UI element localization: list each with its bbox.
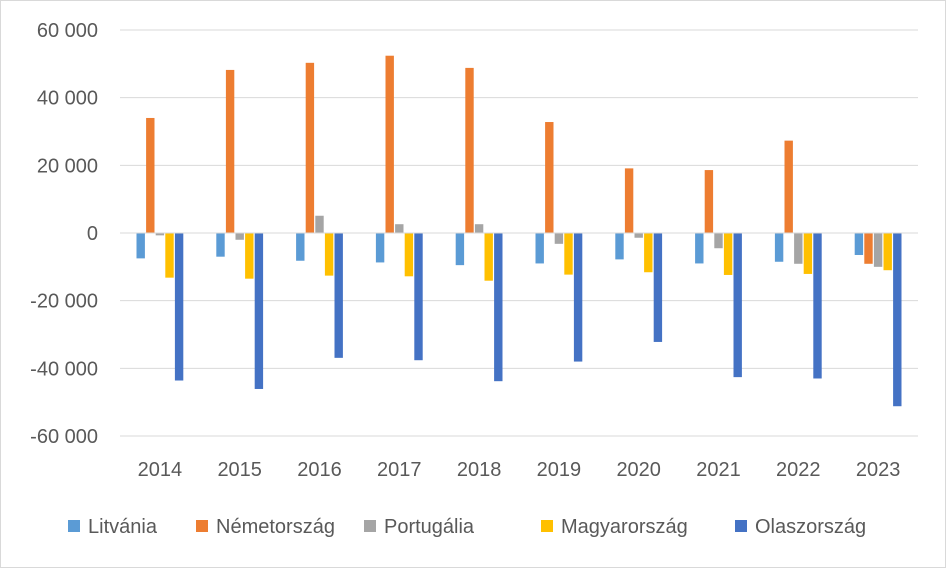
bar-magyarország-2018	[484, 233, 493, 281]
bar-németország-2017	[385, 55, 394, 233]
legend-swatch	[364, 520, 376, 532]
bar-litvánia-2020	[615, 233, 624, 260]
y-tick-label: -20 000	[30, 291, 98, 313]
bar-magyarország-2016	[324, 233, 334, 276]
bars	[136, 55, 902, 407]
bar-litvánia-2016	[296, 233, 305, 261]
bar-portugália-2020	[634, 233, 643, 238]
x-tick-label: 2023	[856, 459, 901, 481]
bar-olaszország-2023	[893, 233, 902, 407]
bar-magyarország-2015	[245, 233, 254, 279]
bar-litvánia-2022	[774, 233, 784, 262]
y-tick-label: 40 000	[37, 88, 98, 110]
bar-olaszország-2021	[733, 233, 742, 378]
y-tick-label: 20 000	[37, 155, 98, 177]
x-tick-label: 2015	[217, 459, 262, 481]
legend-swatch	[196, 520, 208, 532]
x-tick-label: 2017	[377, 459, 422, 481]
legend-label: Németország	[216, 516, 335, 538]
x-tick-label: 2020	[616, 459, 661, 481]
legend-label: Litvánia	[88, 516, 158, 538]
bar-litvánia-2021	[695, 233, 704, 264]
bar-portugália-2018	[474, 224, 484, 233]
legend-label: Olaszország	[755, 516, 866, 538]
y-tick-label: 0	[87, 223, 98, 245]
bar-olaszország-2016	[334, 233, 343, 358]
y-tick-label: 60 000	[37, 20, 98, 42]
legend-swatch	[541, 520, 553, 532]
x-axis-tick-labels: 2014 2015 2016 2017 2018 2019 2020 2021 2022 2023	[138, 459, 901, 481]
bar-litvánia-2018	[455, 233, 465, 266]
y-tick-label: -40 000	[30, 358, 98, 380]
bar-magyarország-2022	[803, 233, 813, 274]
bar-litvánia-2015	[216, 233, 225, 257]
legend-label: Portugália	[384, 516, 475, 538]
bar-magyarország-2023	[883, 233, 892, 271]
legend: Litvánia Németország Portugália Magyarorszá…	[68, 516, 866, 538]
bar-magyarország-2019	[564, 233, 573, 275]
bar-olaszország-2015	[254, 233, 264, 389]
x-tick-label: 2014	[138, 459, 183, 481]
bar-portugália-2017	[395, 224, 404, 233]
y-axis-tick-labels: 60 000 40 000 20 000 0 -20 000 -40 000 -60 000	[30, 20, 98, 448]
bar-litvánia-2019	[535, 233, 544, 264]
bar-olaszország-2014	[174, 233, 184, 381]
bar-németország-2016	[305, 62, 315, 234]
bar-portugália-2022	[794, 233, 803, 264]
bar-németország-2020	[624, 168, 634, 233]
bar-olaszország-2022	[813, 233, 822, 379]
bar-olaszország-2019	[573, 233, 583, 362]
bar-németország-2018	[465, 67, 474, 233]
y-tick-label: -60 000	[30, 426, 98, 448]
bar-németország-2015	[225, 69, 235, 233]
bar-magyarország-2021	[723, 233, 733, 275]
bar-magyarország-2017	[404, 233, 414, 277]
legend-label: Magyarország	[561, 516, 688, 538]
bar-portugália-2016	[315, 215, 324, 233]
bar-portugália-2023	[873, 233, 883, 267]
legend-swatch	[68, 520, 80, 532]
x-tick-label: 2022	[776, 459, 821, 481]
bar-németország-2023	[864, 233, 873, 264]
bar-olaszország-2018	[494, 233, 503, 382]
bar-litvánia-2014	[136, 233, 145, 259]
bar-litvánia-2023	[854, 233, 864, 255]
bar-portugália-2021	[714, 233, 723, 249]
bar-németország-2021	[704, 170, 714, 233]
bar-magyarország-2014	[165, 233, 174, 278]
x-tick-label: 2021	[696, 459, 741, 481]
bar-olaszország-2020	[653, 233, 663, 342]
bar-portugália-2019	[554, 233, 564, 244]
bar-portugália-2014	[155, 233, 165, 236]
bar-németország-2014	[146, 117, 155, 233]
bar-németország-2022	[784, 140, 793, 233]
bar-németország-2019	[545, 122, 554, 233]
gridlines	[120, 29, 918, 437]
legend-swatch	[735, 520, 747, 532]
x-tick-label: 2018	[457, 459, 502, 481]
bar-magyarország-2020	[644, 233, 653, 273]
x-tick-label: 2019	[537, 459, 582, 481]
bar-olaszország-2017	[414, 233, 423, 361]
bar-litvánia-2017	[375, 233, 385, 263]
x-tick-label: 2016	[297, 459, 342, 481]
bar-portugália-2015	[235, 233, 244, 240]
